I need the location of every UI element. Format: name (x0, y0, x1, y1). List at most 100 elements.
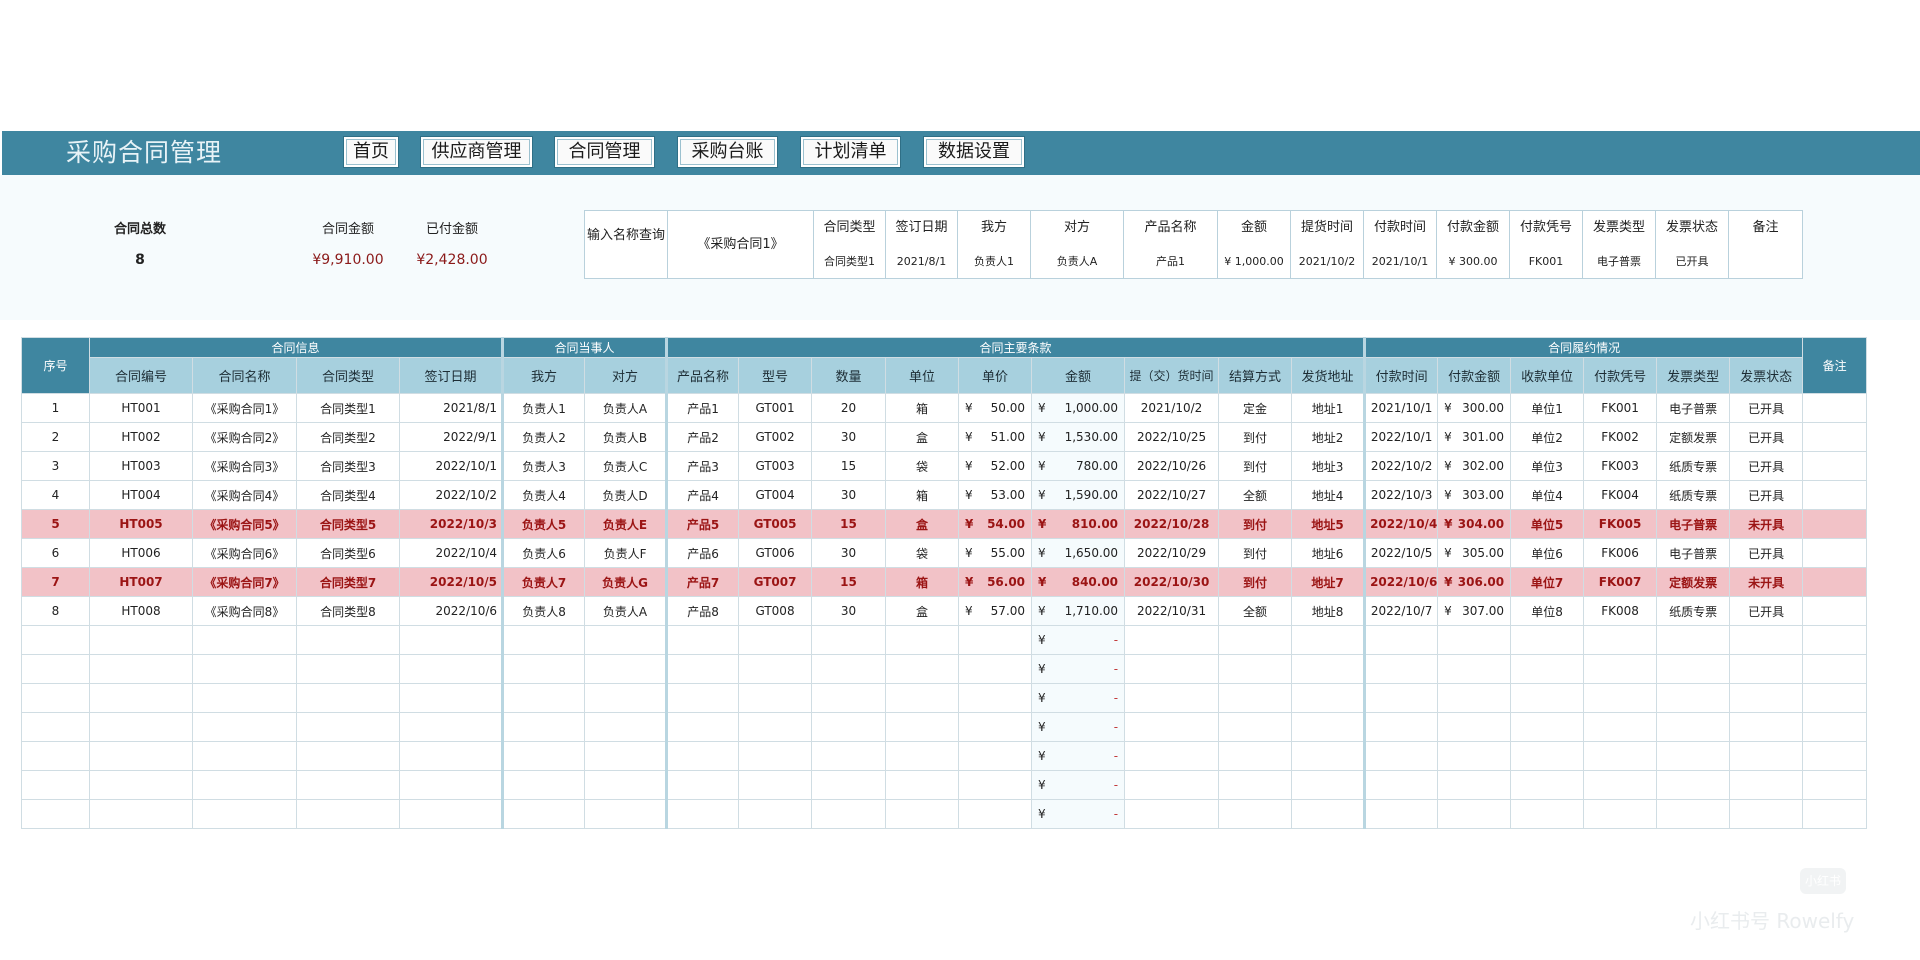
cell-delivery: 2022/10/26 (1124, 451, 1220, 481)
empty-cell (1510, 654, 1585, 684)
cell-no: HT008 (89, 596, 193, 626)
cell-payee: 单位6 (1510, 538, 1585, 568)
empty-cell (584, 770, 668, 800)
empty-cell (1124, 654, 1220, 684)
cell-amount: ¥1,530.00 (1031, 422, 1126, 452)
empty-cell (738, 741, 813, 771)
cell-price: ¥52.00 (958, 451, 1033, 481)
nav-home-button[interactable]: 首页 (343, 136, 399, 168)
empty-row[interactable]: ¥ - (21, 712, 1868, 742)
table-body: 1 HT001 《采购合同1》 合同类型1 2021/8/1 负责人1 负责人A 产品1 GT0… (21, 393, 1868, 829)
cell-invstatus: 已开具 (1729, 596, 1804, 626)
column-header: 单位 (885, 357, 960, 394)
cell-product: 产品5 (665, 509, 740, 539)
column-header: 结算方式 (1218, 357, 1293, 394)
cell-paytime: 2022/10/2 (1363, 451, 1439, 481)
empty-cell (1583, 625, 1658, 655)
empty-cell (398, 741, 504, 771)
empty-row[interactable]: ¥ - (21, 625, 1868, 655)
empty-row[interactable]: ¥ - (21, 770, 1868, 800)
empty-cell (501, 625, 586, 655)
empty-cell (958, 683, 1033, 713)
empty-cell: ¥ - (1031, 712, 1126, 742)
empty-cell (1802, 799, 1868, 829)
empty-cell (1729, 625, 1804, 655)
cell-invtype: 电子普票 (1656, 393, 1731, 423)
currency-symbol: ¥ (1444, 401, 1452, 415)
empty-cell (1729, 770, 1804, 800)
cell-paytime: 2022/10/3 (1363, 480, 1439, 510)
empty-cell (584, 741, 668, 771)
cell-unit: 箱 (885, 567, 960, 597)
empty-cell (1437, 625, 1512, 655)
cell-settle: 定金 (1218, 393, 1293, 423)
cell-invtype: 纸质专票 (1656, 451, 1731, 481)
empty-cell (1802, 654, 1868, 684)
empty-row[interactable]: ¥ - (21, 683, 1868, 713)
empty-cell (584, 625, 668, 655)
group-main-terms: 合同主要条款 (665, 337, 1366, 358)
empty-cell (958, 654, 1033, 684)
cell-qty: 30 (811, 538, 887, 568)
cell-name: 《采购合同1》 (192, 393, 297, 423)
table-row[interactable]: 4 HT004 《采购合同4》 合同类型4 2022/10/2 负责人4 负责人D 产品4 GT… (21, 480, 1868, 510)
empty-cell (192, 654, 297, 684)
currency-symbol: ¥ (1444, 430, 1452, 444)
nav-settings-button[interactable]: 数据设置 (923, 136, 1025, 168)
nav-plan-button[interactable]: 计划清单 (800, 136, 901, 168)
empty-cell (811, 799, 887, 829)
currency-symbol: ¥ (1444, 459, 1452, 473)
table-row[interactable]: 8 HT008 《采购合同8》 合同类型8 2022/10/6 负责人8 负责人A 产品8 GT… (21, 596, 1868, 626)
cell-no: HT002 (89, 422, 193, 452)
money-value: 810.00 (1071, 517, 1119, 531)
cell-qty: 30 (811, 422, 887, 452)
table-row[interactable]: 7 HT007 《采购合同7》 合同类型7 2022/10/5 负责人7 负责人G 产品7 GT… (21, 567, 1868, 597)
seq-cell: 5 (21, 509, 90, 539)
empty-row[interactable]: ¥ - (21, 741, 1868, 771)
cell-name: 《采购合同4》 (192, 480, 297, 510)
empty-cell (192, 712, 297, 742)
group-contract-info: 合同信息 (88, 337, 504, 358)
cell-payee: 单位1 (1510, 393, 1585, 423)
table-row[interactable]: 5 HT005 《采购合同5》 合同类型5 2022/10/3 负责人5 负责人E 产品5 GT… (21, 509, 1868, 539)
empty-cell (501, 683, 586, 713)
empty-cell (21, 770, 90, 800)
money-value: 50.00 (990, 401, 1026, 415)
empty-cell (192, 625, 297, 655)
empty-row[interactable]: ¥ - (21, 654, 1868, 684)
currency-symbol: ¥ (1444, 488, 1452, 502)
cell-them: 负责人A (584, 596, 668, 626)
cell-amount: ¥810.00 (1031, 509, 1126, 539)
query-panel: 输入名称查询 《采购合同1》 合同类型 合同类型1 签订日期 2021/8/1 我方 负责… (584, 210, 1803, 279)
nav-contract-button[interactable]: 合同管理 (554, 136, 655, 168)
nav-supplier-button[interactable]: 供应商管理 (420, 136, 533, 168)
cell-type: 合同类型8 (296, 596, 400, 626)
empty-cell (1802, 683, 1868, 713)
cell-type: 合同类型5 (296, 509, 400, 539)
empty-row[interactable]: ¥ - (21, 799, 1868, 829)
nav-ledger-button[interactable]: 采购台账 (677, 136, 778, 168)
empty-cell (1218, 770, 1293, 800)
table-row[interactable]: 6 HT006 《采购合同6》 合同类型6 2022/10/4 负责人6 负责人F 产品6 GT… (21, 538, 1868, 568)
cell-payee: 单位2 (1510, 422, 1585, 452)
empty-cell (811, 654, 887, 684)
remark-cell (1802, 422, 1868, 452)
remark-cell (1802, 509, 1868, 539)
cell-name: 《采购合同3》 (192, 451, 297, 481)
column-header: 发票类型 (1656, 357, 1731, 394)
empty-cell (958, 712, 1033, 742)
table-row[interactable]: 2 HT002 《采购合同2》 合同类型2 2022/9/1 负责人2 负责人B 产品2 GT0… (21, 422, 1868, 452)
cell-date: 2022/10/3 (398, 509, 504, 539)
empty-cell (1218, 799, 1293, 829)
empty-cell (738, 683, 813, 713)
cell-addr: 地址7 (1291, 567, 1366, 597)
cell-no: HT007 (89, 567, 193, 597)
table-row[interactable]: 1 HT001 《采购合同1》 合同类型1 2021/8/1 负责人1 负责人A 产品1 GT0… (21, 393, 1868, 423)
table-row[interactable]: 3 HT003 《采购合同3》 合同类型3 2022/10/1 负责人3 负责人C 产品3 GT… (21, 451, 1868, 481)
money-value: 304.00 (1457, 517, 1505, 531)
column-header: 签订日期 (398, 357, 504, 394)
empty-cell (1218, 625, 1293, 655)
cell-voucher: FK001 (1583, 393, 1658, 423)
cell-model: GT005 (738, 509, 813, 539)
query-input[interactable]: 《采购合同1》 (668, 211, 814, 278)
